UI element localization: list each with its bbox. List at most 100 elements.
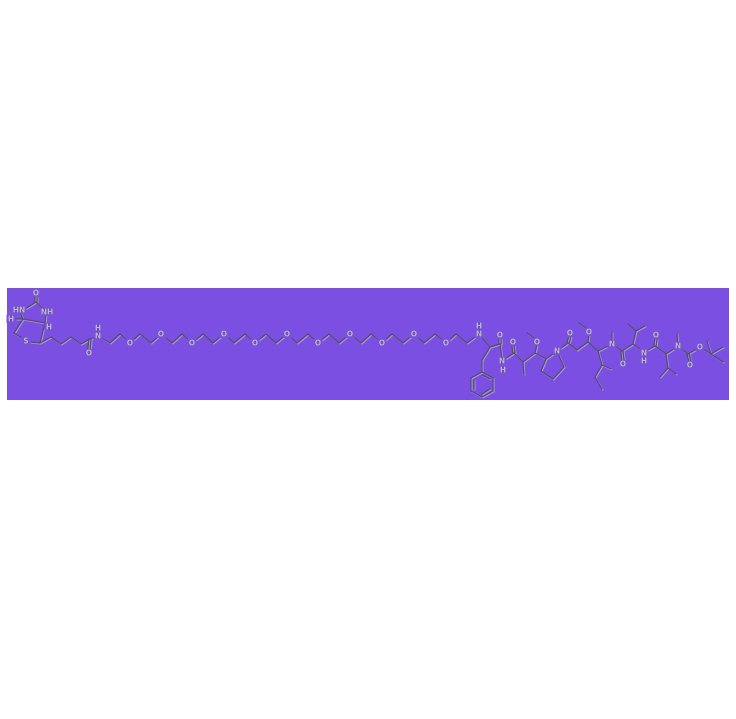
bond-highlight — [500, 344, 504, 360]
atom-label-backdrop — [409, 330, 419, 338]
bond — [265, 333, 277, 344]
atom-label-backdrop — [552, 347, 562, 355]
bond — [578, 322, 587, 329]
atom-label-backdrop — [495, 331, 505, 339]
bond-highlight — [535, 345, 539, 355]
bond — [534, 352, 547, 360]
bond-highlight — [471, 372, 484, 380]
atom-label-backdrop — [441, 339, 451, 347]
atom-label-O: O — [411, 330, 417, 339]
atom-label-backdrop — [618, 360, 628, 368]
bond — [499, 343, 503, 359]
bond — [202, 333, 214, 344]
bond — [233, 333, 246, 344]
bond-highlight — [90, 339, 93, 351]
atom-label-backdrop — [84, 349, 94, 357]
bond — [360, 333, 372, 344]
double-bond — [513, 344, 516, 354]
bond — [60, 336, 72, 345]
bond — [109, 333, 121, 344]
bond — [710, 353, 724, 363]
bond — [28, 341, 41, 344]
atom-label-O: O — [497, 331, 503, 340]
double-bond — [511, 344, 514, 354]
atom-label-backdrop — [313, 339, 323, 347]
bond-highlight — [523, 362, 526, 376]
atom-label-O: O — [315, 339, 321, 348]
atom-label-NH: NH — [41, 308, 54, 317]
atom-label-backdrop — [673, 342, 683, 350]
bond — [594, 376, 603, 390]
atom-label-backdrop — [219, 330, 229, 338]
atom-label-backdrop — [607, 340, 617, 348]
bond — [706, 340, 712, 355]
atom-label-backdrop — [497, 357, 507, 365]
bond-highlight — [541, 359, 548, 373]
atom-label-O: O — [697, 343, 703, 352]
bond-highlight — [61, 337, 73, 346]
atom-label-backdrop — [44, 323, 54, 331]
atom-label-N: N — [675, 342, 681, 351]
atom-label-backdrop — [39, 308, 55, 316]
bond — [470, 371, 483, 379]
bond-highlight — [633, 331, 638, 346]
bond — [654, 345, 667, 355]
double-bond — [622, 350, 625, 361]
bond — [50, 336, 62, 345]
atom-label-H: H — [500, 366, 506, 375]
atom-label-N: N — [476, 330, 482, 339]
bond-highlight — [172, 334, 184, 345]
bond — [489, 343, 501, 348]
atom-label-O: O — [534, 338, 540, 347]
bond-highlight — [40, 337, 53, 345]
bond — [22, 318, 46, 324]
atom-label-backdrop — [651, 331, 661, 339]
bond — [540, 358, 547, 372]
atom-label-O: O — [620, 360, 626, 369]
double-bond — [688, 353, 692, 362]
atom-label-backdrop — [377, 339, 387, 347]
atom-label-H: H — [46, 323, 52, 332]
bond-highlight — [595, 365, 604, 379]
double-bond — [568, 335, 572, 344]
double-bond — [655, 338, 658, 347]
atom-label-backdrop — [250, 339, 260, 347]
bond — [328, 333, 340, 344]
atom-label-backdrop — [474, 330, 484, 338]
bond — [621, 343, 634, 352]
bond-highlight — [569, 336, 573, 345]
atom-label-N: N — [499, 357, 505, 366]
atom-label-O: O — [33, 289, 39, 298]
atom-label-backdrop — [31, 289, 41, 297]
bond-highlight — [490, 344, 502, 349]
atom-label-backdrop — [508, 338, 518, 346]
bond — [576, 341, 589, 351]
atom-label-O: O — [443, 339, 449, 348]
bond — [587, 341, 599, 352]
bond-highlight — [514, 345, 517, 355]
bond-highlight — [45, 314, 48, 325]
atom-label-backdrop — [93, 324, 103, 332]
bond-highlight — [660, 368, 670, 379]
bond — [597, 350, 603, 366]
bond-highlight — [482, 347, 492, 362]
bond-highlight — [689, 353, 693, 363]
atom-label-H: H — [641, 357, 647, 366]
bond — [139, 333, 152, 344]
atom-label-N: N — [641, 349, 647, 358]
atom-label-N: N — [95, 332, 101, 341]
bond — [423, 333, 436, 344]
atom-label-backdrop — [685, 361, 695, 369]
atom-label-N: N — [554, 347, 560, 356]
bond-highlight — [636, 326, 647, 333]
bond — [171, 333, 183, 344]
bond — [552, 366, 565, 380]
bond-highlight — [622, 344, 635, 353]
atom-label-O: O — [127, 339, 133, 348]
bond-highlight — [666, 354, 670, 370]
atom-label-backdrop — [584, 328, 594, 336]
bond-highlight — [14, 319, 25, 335]
bond — [601, 364, 612, 370]
atom-label-O: O — [284, 330, 290, 339]
atom-label-O: O — [347, 330, 353, 339]
